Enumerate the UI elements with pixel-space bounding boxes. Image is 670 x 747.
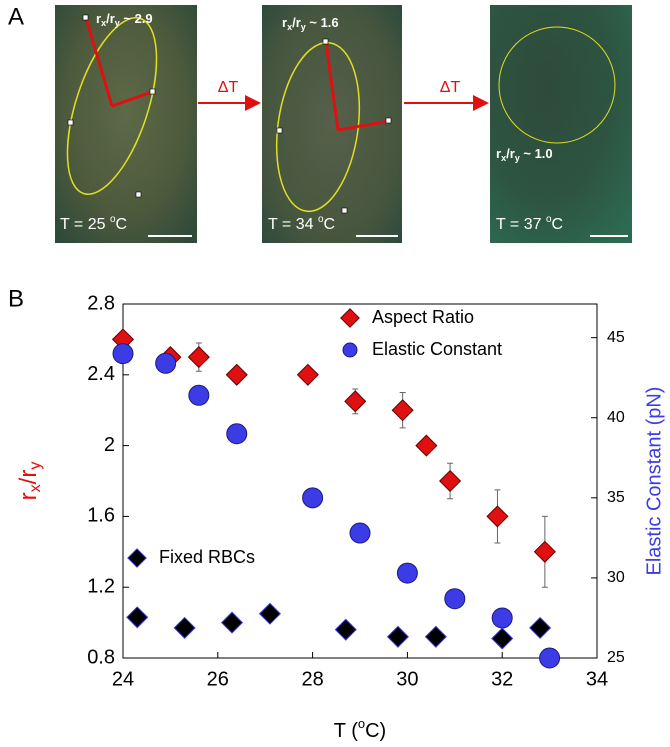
micrograph [55, 5, 197, 243]
y-tick-label: 2.4 [87, 363, 115, 385]
x-axis-label: T (oC) [334, 716, 386, 742]
micrograph [490, 5, 632, 243]
point [444, 588, 466, 610]
y-tick-label: 0.8 [87, 646, 115, 668]
point [439, 469, 462, 493]
y-tick-label: 2.8 [87, 292, 115, 314]
legend-marker [340, 308, 360, 328]
point [126, 606, 149, 629]
point [539, 647, 561, 669]
axis-lines [84, 17, 153, 108]
handles [276, 38, 392, 214]
y2-tick-label: 30 [607, 569, 625, 586]
point [187, 346, 210, 369]
point [491, 627, 514, 650]
point [391, 399, 414, 422]
legend-label: Fixed RBCs [159, 547, 255, 567]
x-tick-label: 34 [586, 668, 608, 690]
y2-tick-label: 35 [607, 489, 625, 506]
point [155, 352, 177, 374]
x-tick-label: 24 [112, 668, 134, 690]
point [220, 611, 244, 634]
ellipse-fit [66, 17, 158, 195]
ellipse-fit [275, 41, 361, 213]
legend-marker [127, 548, 147, 568]
point [258, 602, 281, 625]
y-tick-label: 1.6 [87, 505, 115, 527]
point [486, 505, 509, 528]
temp-label: T = 37 oC [496, 214, 563, 234]
handles [67, 14, 156, 198]
temp-label: T = 25 oC [60, 214, 127, 234]
point [226, 423, 248, 445]
x-tick-label: 32 [491, 668, 513, 690]
point [533, 540, 556, 563]
temp-label: T = 34 oC [268, 214, 335, 234]
point [188, 384, 210, 406]
arrow-label: ΔT [218, 79, 239, 96]
panel-label: B [8, 285, 24, 312]
circle-fit [498, 26, 616, 144]
ratio-label: rx/ry ~ 2.9 [96, 11, 153, 28]
plot-frame [122, 303, 598, 659]
y2-tick-label: 25 [607, 649, 625, 666]
y-tick-label: 2 [104, 434, 115, 456]
point [296, 363, 319, 386]
point [415, 434, 438, 457]
y-axis-label: rx/ry [15, 462, 44, 501]
y-tick-label: 1.2 [87, 575, 115, 597]
point [386, 625, 409, 648]
point [112, 343, 134, 365]
ratio-label: rx/ry ~ 1.0 [496, 146, 553, 163]
point [225, 363, 248, 386]
legend-label: Elastic Constant [372, 339, 502, 359]
legend-label: Aspect Ratio [372, 307, 474, 327]
point [529, 616, 552, 639]
point [344, 390, 367, 413]
legend-marker [342, 342, 358, 358]
point [424, 625, 447, 648]
y2-tick-label: 45 [607, 329, 625, 346]
x-tick-label: 30 [396, 668, 418, 690]
point [491, 607, 513, 629]
axis-lines [324, 41, 390, 132]
x-tick-label: 28 [301, 668, 323, 690]
ratio-label: rx/ry ~ 1.6 [282, 15, 339, 32]
point [396, 562, 418, 584]
micrograph [262, 5, 402, 243]
point [173, 616, 196, 639]
point [334, 618, 357, 641]
point [349, 522, 371, 544]
x-tick-label: 26 [207, 668, 229, 690]
point [302, 487, 324, 509]
y2-axis-label: Elastic Constant (pN) [643, 387, 665, 576]
y2-tick-label: 40 [607, 409, 625, 426]
arrow-label: ΔT [440, 79, 461, 96]
panel-label: A [8, 3, 24, 30]
